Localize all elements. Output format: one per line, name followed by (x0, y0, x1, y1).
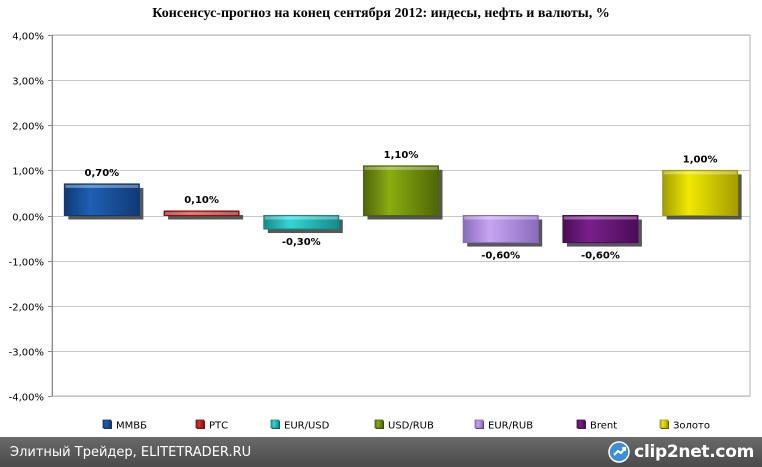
legend-label: EUR/RUB (488, 421, 533, 432)
data-label: -0,30% (282, 237, 321, 248)
watermark: clip2net.com (608, 440, 754, 464)
watermark-text: clip2net.com (634, 442, 754, 462)
legend-swatch (576, 419, 586, 429)
data-label: 1,10% (384, 150, 419, 161)
bar-3 (263, 215, 343, 234)
y-tick-label: -2,00% (9, 303, 44, 314)
legend-swatch (102, 419, 112, 429)
legend-label: EUR/USD (284, 421, 330, 432)
y-tick-label: 3,00% (12, 77, 44, 88)
legend-swatch (659, 419, 669, 429)
bar-highlight (264, 216, 338, 220)
clip2net-logo-icon (608, 441, 630, 463)
data-label: 1,00% (683, 154, 718, 165)
data-label: 0,10% (184, 195, 219, 206)
bar (163, 210, 240, 217)
bars (63, 165, 742, 247)
y-tick-label: 2,00% (12, 122, 44, 133)
bar (662, 169, 739, 216)
bar-highlight (165, 211, 239, 215)
legend-item-6: Brent (576, 419, 617, 432)
bar-4 (363, 165, 443, 220)
bar-6 (562, 215, 642, 247)
legend-item-1: ММВБ (102, 419, 147, 432)
legend-swatch (374, 419, 384, 429)
legend-label: ММВБ (116, 421, 147, 432)
legend-swatch (195, 419, 205, 429)
legend-label: Brent (590, 421, 617, 432)
bar-highlight (563, 216, 637, 220)
bar (363, 165, 439, 217)
legend-label: USD/RUB (388, 421, 434, 432)
data-label: -0,60% (581, 251, 620, 262)
legend-swatch (474, 419, 484, 429)
y-tick-label: -3,00% (9, 348, 44, 359)
bar-highlight (65, 184, 139, 188)
bar-highlight (364, 166, 438, 170)
legend-item-4: USD/RUB (374, 419, 434, 432)
y-tick-label: 1,00% (12, 167, 44, 178)
legend-item-5: EUR/RUB (474, 419, 533, 432)
y-tick-label: -1,00% (9, 258, 44, 269)
bar-2 (163, 210, 244, 220)
data-label: -0,60% (481, 251, 520, 262)
legend-item-2: РТС (195, 419, 228, 432)
y-tick-label: -4,00% (9, 393, 44, 404)
bar (263, 215, 340, 230)
chart-title: Консенсус-прогноз на конец сентября 2012… (152, 6, 610, 21)
legend-item-7: Золото (659, 419, 710, 432)
bar (462, 215, 539, 244)
gridlines (51, 34, 751, 397)
bar-highlight (464, 216, 538, 220)
bar-1 (63, 183, 144, 220)
bar-chart: 4,00% 3,00% 2,00% 1,00% 0,00% -1,00% -2,00% -3,… (9, 32, 751, 432)
data-labels: 0,70% 0,10% -0,30% 1,10% -0,60% -0,60% 1,00% (85, 150, 718, 262)
bar-7 (662, 169, 742, 220)
bar (63, 183, 140, 217)
footer-bar: Элитный Трейдер, ELITETRADER.RU clip2net… (0, 437, 762, 467)
data-label: 0,70% (85, 168, 120, 179)
bar (562, 215, 639, 244)
y-tick-label: 0,00% (12, 213, 44, 224)
legend-item-3: EUR/USD (270, 419, 330, 432)
legend-swatch (270, 419, 280, 429)
legend-label: РТС (209, 421, 228, 432)
legend: ММВБ РТС EUR/USD USD/RUB EUR/RUB Brent Золото (102, 419, 710, 432)
bar-5 (462, 215, 543, 247)
footer-source-text: Элитный Трейдер, ELITETRADER.RU (10, 445, 252, 460)
y-tick-label: 4,00% (12, 32, 44, 43)
legend-label: Золото (673, 421, 710, 432)
bar-highlight (663, 171, 737, 175)
bar-shadow (168, 214, 244, 220)
y-axis: 4,00% 3,00% 2,00% 1,00% 0,00% -1,00% -2,00% -3,… (9, 32, 53, 404)
